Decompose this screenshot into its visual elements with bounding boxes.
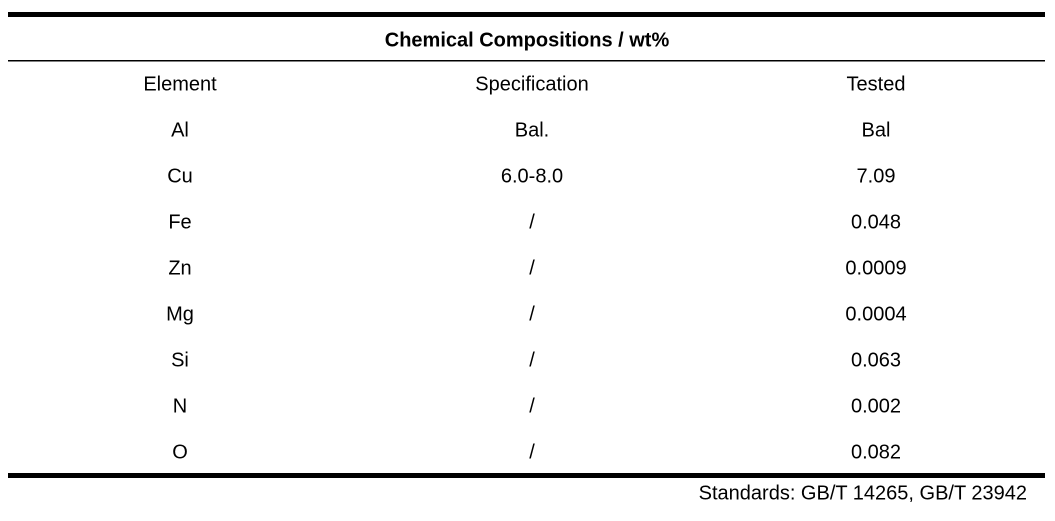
- table-cell: /: [529, 303, 535, 325]
- table-cell: /: [529, 349, 535, 371]
- table-cell: Mg: [166, 303, 194, 325]
- table-title: Chemical Compositions / wt%: [385, 29, 670, 51]
- table-cell: 7.09: [857, 165, 896, 187]
- column-header: Element: [143, 73, 217, 95]
- table-cell: Bal: [862, 119, 891, 141]
- table-cell: 6.0-8.0: [501, 165, 563, 187]
- column-header: Tested: [847, 73, 906, 95]
- table-cell: Bal.: [515, 119, 549, 141]
- footnote: Standards: GB/T 14265, GB/T 23942: [699, 482, 1027, 504]
- table-cell: Zn: [168, 257, 191, 279]
- table-cell: /: [529, 211, 535, 233]
- table-cell: N: [173, 395, 187, 417]
- table-cell: 0.082: [851, 441, 901, 463]
- column-header: Specification: [475, 73, 588, 95]
- table-cell: 0.002: [851, 395, 901, 417]
- table-cell: 0.063: [851, 349, 901, 371]
- table-cell: O: [172, 441, 188, 463]
- table-cell: Si: [171, 349, 189, 371]
- table-cell: /: [529, 395, 535, 417]
- mid-rule: [8, 60, 1045, 62]
- table-cell: /: [529, 441, 535, 463]
- table-cell: Cu: [167, 165, 193, 187]
- table-cell: 0.0004: [845, 303, 906, 325]
- table-cell: Al: [171, 119, 189, 141]
- top-rule: [8, 12, 1045, 17]
- table-cell: 0.0009: [845, 257, 906, 279]
- table-cell: /: [529, 257, 535, 279]
- table-cell: 0.048: [851, 211, 901, 233]
- table-cell: Fe: [168, 211, 191, 233]
- bottom-rule: [8, 473, 1045, 478]
